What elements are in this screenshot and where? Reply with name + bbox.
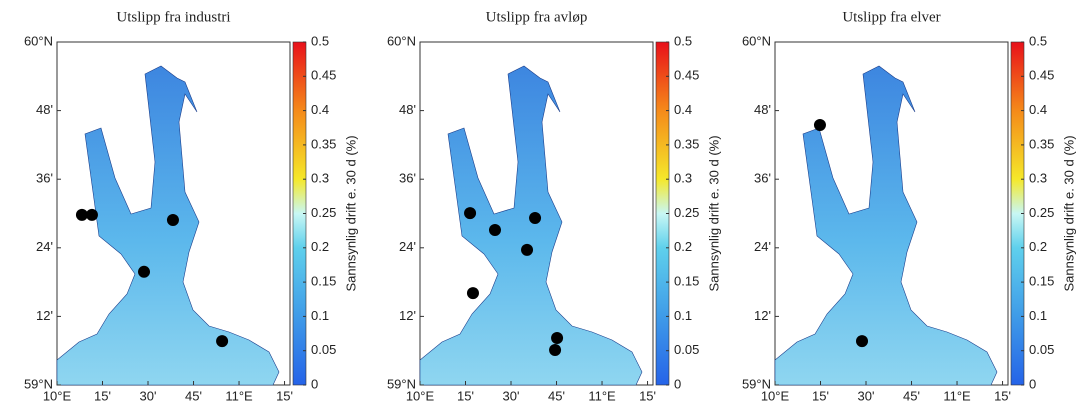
source-point: [138, 265, 151, 278]
y-tick-label: 48': [36, 102, 53, 117]
panel-title: Utslipp fra avløp: [486, 9, 588, 25]
x-tick-label: 11°E: [225, 388, 253, 403]
x-tick-label: 45': [185, 388, 202, 403]
panel-title: Utslipp fra industri: [116, 9, 230, 25]
source-point: [856, 335, 869, 348]
colorbar-tick-label: 0.1: [311, 308, 329, 323]
x-tick-label: 15': [457, 388, 474, 403]
source-point: [75, 208, 88, 221]
x-tick-label: 15': [812, 388, 829, 403]
colorbar-tick-label: 0: [674, 376, 681, 391]
y-tick-label: 24': [36, 239, 53, 254]
colorbar-tick-label: 0.4: [674, 102, 692, 117]
colorbar-tick-label: 0.5: [674, 33, 692, 48]
colorbar-label: Sannsynlig drift e. 30 d (%): [343, 135, 358, 291]
x-tick-label: 11°E: [588, 388, 616, 403]
y-tick-label: 60°N: [387, 33, 416, 48]
colorbar-tick-label: 0.1: [1029, 308, 1047, 323]
y-tick-label: 60°N: [742, 33, 771, 48]
y-tick-label: 24': [399, 239, 416, 254]
colorbar-label: Sannsynlig drift e. 30 d (%): [706, 135, 721, 291]
colorbar-tick-label: 0.35: [1029, 136, 1054, 151]
source-point: [216, 335, 229, 348]
colorbar-tick-label: 0.2: [311, 239, 329, 254]
x-tick-label: 30': [140, 388, 157, 403]
y-tick-label: 36': [754, 171, 771, 186]
y-tick-label: 48': [399, 102, 416, 117]
colorbar-tick-label: 0.45: [1029, 68, 1054, 83]
colorbar-tick-label: 0.35: [311, 136, 336, 151]
x-tick-label: 11°E: [943, 388, 971, 403]
map-panel: Utslipp fra elver 10°E 15' 30' 45' 11°E 15' 59°…: [742, 9, 1076, 403]
colorbar-tick-label: 0.05: [1029, 342, 1054, 357]
y-tick-label: 12': [399, 308, 416, 323]
colorbar-tick-label: 0: [1029, 376, 1036, 391]
x-tick-label: 15': [94, 388, 111, 403]
colorbar-tick-label: 0.1: [674, 308, 692, 323]
colorbar-tick-label: 0.15: [311, 274, 336, 289]
colorbar-tick-label: 0.05: [674, 342, 699, 357]
colorbar-tick-label: 0.45: [311, 68, 336, 83]
x-tick-label: 45': [548, 388, 565, 403]
source-point: [813, 119, 826, 132]
x-tick-label: 30': [503, 388, 520, 403]
colorbar-tick-label: 0.05: [311, 342, 336, 357]
y-tick-label: 24': [754, 239, 771, 254]
source-point: [551, 332, 564, 345]
colorbar-tick-label: 0.45: [674, 68, 699, 83]
colorbar-tick-label: 0.2: [1029, 239, 1047, 254]
x-tick-label: 10°E: [43, 388, 72, 403]
x-tick-label: 45': [903, 388, 920, 403]
panel-title: Utslipp fra elver: [842, 9, 940, 25]
y-tick-label: 48': [754, 102, 771, 117]
colorbar-label: Sannsynlig drift e. 30 d (%): [1061, 135, 1076, 291]
colorbar-tick-label: 0.15: [1029, 274, 1054, 289]
source-point: [521, 243, 534, 256]
source-point: [166, 214, 179, 227]
colorbar-tick-label: 0.35: [674, 136, 699, 151]
colorbar-tick-label: 0.25: [674, 205, 699, 220]
y-tick-label: 36': [36, 171, 53, 186]
x-tick-label: 30': [858, 388, 875, 403]
source-point: [85, 208, 98, 221]
colorbar-tick-label: 0.2: [674, 239, 692, 254]
y-tick-label: 36': [399, 171, 416, 186]
source-point: [549, 344, 562, 357]
source-point: [464, 207, 477, 220]
y-tick-label: 59°N: [387, 376, 416, 391]
colorbar-tick-label: 0.25: [311, 205, 336, 220]
colorbar-tick-label: 0.15: [674, 274, 699, 289]
source-point: [488, 223, 501, 236]
colorbar-tick-label: 0: [311, 376, 318, 391]
map-panel: Utslipp fra industri 10°E 15' 30' 45' 11°E 15'…: [24, 9, 358, 403]
y-tick-label: 12': [754, 308, 771, 323]
y-tick-label: 60°N: [24, 33, 53, 48]
colorbar-tick-label: 0.4: [311, 102, 329, 117]
x-tick-label: 15': [639, 388, 656, 403]
y-tick-label: 59°N: [742, 376, 771, 391]
colorbar-tick-label: 0.3: [311, 171, 329, 186]
map-panel: Utslipp fra avløp 10°E 15' 30' 45' 11°E 15' 59°…: [387, 9, 721, 403]
y-tick-label: 12': [36, 308, 53, 323]
colorbar-tick-label: 0.4: [1029, 102, 1047, 117]
x-tick-label: 10°E: [406, 388, 435, 403]
y-tick-label: 59°N: [24, 376, 53, 391]
source-point: [466, 287, 479, 300]
colorbar-tick-label: 0.25: [1029, 205, 1054, 220]
colorbar-tick-label: 0.5: [311, 33, 329, 48]
source-point: [529, 211, 542, 224]
colorbar-tick-label: 0.3: [674, 171, 692, 186]
x-tick-label: 15': [994, 388, 1011, 403]
colorbar-tick-label: 0.3: [1029, 171, 1047, 186]
x-tick-label: 10°E: [761, 388, 790, 403]
colorbar-tick-label: 0.5: [1029, 33, 1047, 48]
x-tick-label: 15': [276, 388, 293, 403]
